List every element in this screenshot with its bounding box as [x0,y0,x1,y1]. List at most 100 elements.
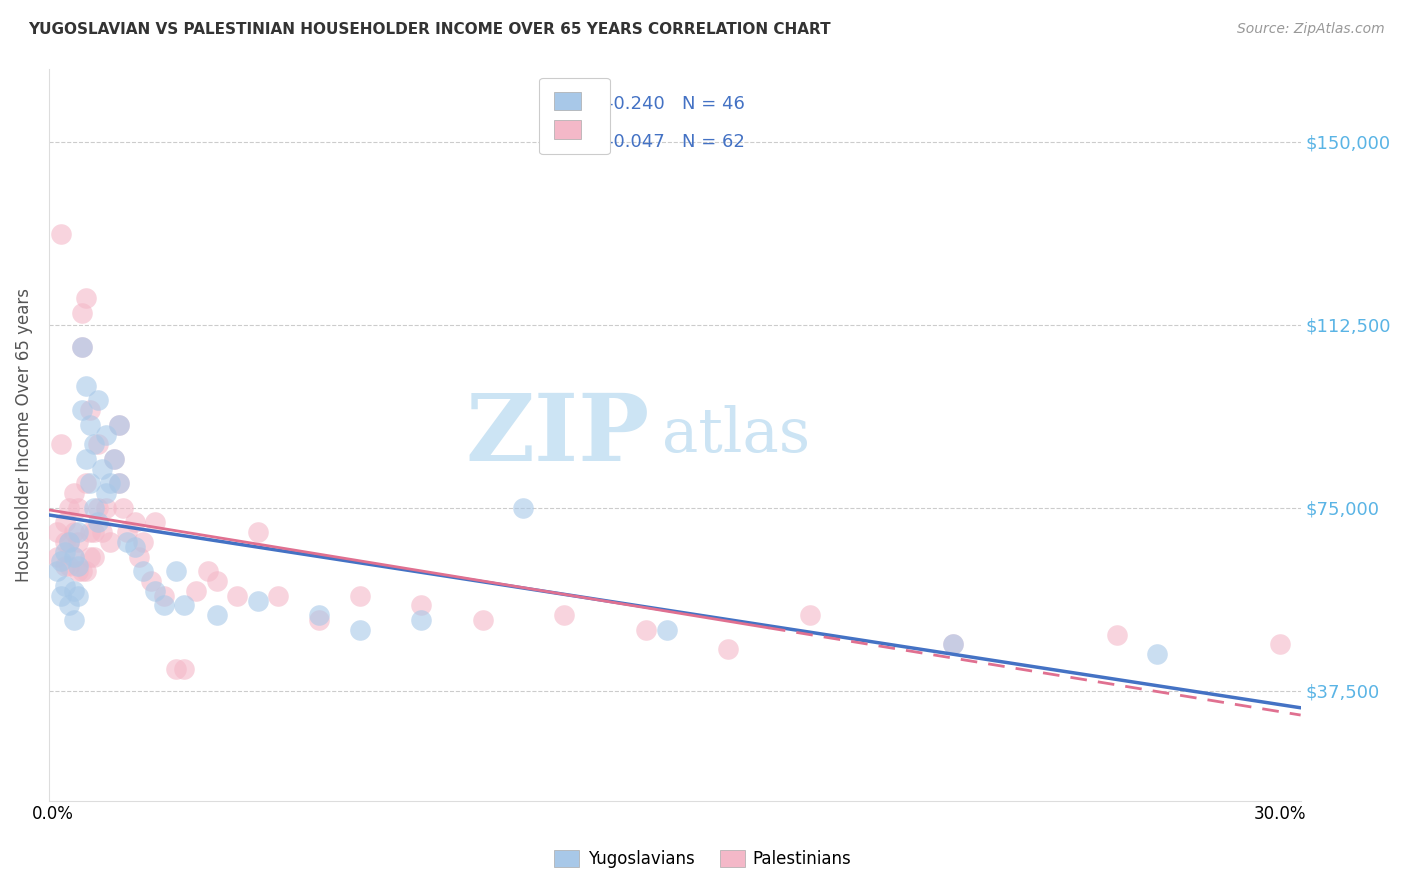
Point [96,486,118,500]
Point [87,516,110,530]
Point [115,525,138,540]
Point [53,516,76,530]
Point [53,579,76,593]
Point [152,589,174,603]
Point [186,583,208,598]
Point [51,589,73,603]
Legend:  ,  : , [540,78,610,154]
Point [66,500,89,515]
Point [349,623,371,637]
Text: ZIP: ZIP [465,390,650,480]
Point [96,427,118,442]
Point [132,535,155,549]
Point [75,476,97,491]
Point [58,535,80,549]
Point [267,589,290,603]
Point [75,378,97,392]
Point [51,227,73,242]
Point [132,564,155,578]
Point [173,599,195,613]
Point [62,549,84,564]
Point [46,564,69,578]
Point [411,613,433,627]
Point [107,417,129,432]
Point [58,599,80,613]
Point [58,500,80,515]
Point [53,559,76,574]
Point [58,535,80,549]
Point [246,593,269,607]
Point [46,549,69,564]
Point [62,583,84,598]
Point [111,500,134,515]
Point [79,525,101,540]
Point [98,476,121,491]
Point [87,437,110,451]
Point [143,583,166,598]
Point [70,403,93,417]
Point [1146,647,1168,661]
Point [75,291,97,305]
Point [471,613,494,627]
Point [62,613,84,627]
Point [717,642,740,657]
Point [103,452,125,467]
Point [70,340,93,354]
Legend: Yugoslavians, Palestinians: Yugoslavians, Palestinians [548,843,858,875]
Point [79,549,101,564]
Point [115,535,138,549]
Point [165,564,187,578]
Point [53,545,76,559]
Point [152,599,174,613]
Point [79,403,101,417]
Point [83,437,105,451]
Point [62,525,84,540]
Point [141,574,163,588]
Text: YUGOSLAVIAN VS PALESTINIAN HOUSEHOLDER INCOME OVER 65 YEARS CORRELATION CHART: YUGOSLAVIAN VS PALESTINIAN HOUSEHOLDER I… [28,22,831,37]
Point [1105,628,1128,642]
Point [87,500,110,515]
Text: atlas: atlas [662,405,810,465]
Point [655,623,678,637]
Point [75,452,97,467]
Point [87,393,110,408]
Y-axis label: Householder Income Over 65 years: Householder Income Over 65 years [15,287,32,582]
Point [942,637,965,651]
Point [143,516,166,530]
Point [349,589,371,603]
Point [308,608,330,623]
Text: R = -0.240   N = 46: R = -0.240 N = 46 [568,95,745,112]
Point [91,461,114,475]
Point [246,525,269,540]
Point [66,564,89,578]
Point [636,623,658,637]
Point [83,525,105,540]
Text: R = -0.047   N = 62: R = -0.047 N = 62 [568,133,745,151]
Point [96,500,118,515]
Point [70,305,93,319]
Point [70,564,93,578]
Point [1270,637,1292,651]
Point [51,437,73,451]
Point [66,525,89,540]
Point [58,559,80,574]
Point [91,525,114,540]
Point [205,574,228,588]
Point [512,500,534,515]
Point [83,500,105,515]
Point [553,608,575,623]
Point [799,608,821,623]
Point [411,599,433,613]
Point [165,662,187,676]
Point [173,662,195,676]
Point [103,452,125,467]
Point [79,476,101,491]
Point [107,476,129,491]
Point [83,549,105,564]
Point [62,486,84,500]
Point [205,608,228,623]
Point [197,564,219,578]
Point [308,613,330,627]
Point [66,535,89,549]
Point [124,516,146,530]
